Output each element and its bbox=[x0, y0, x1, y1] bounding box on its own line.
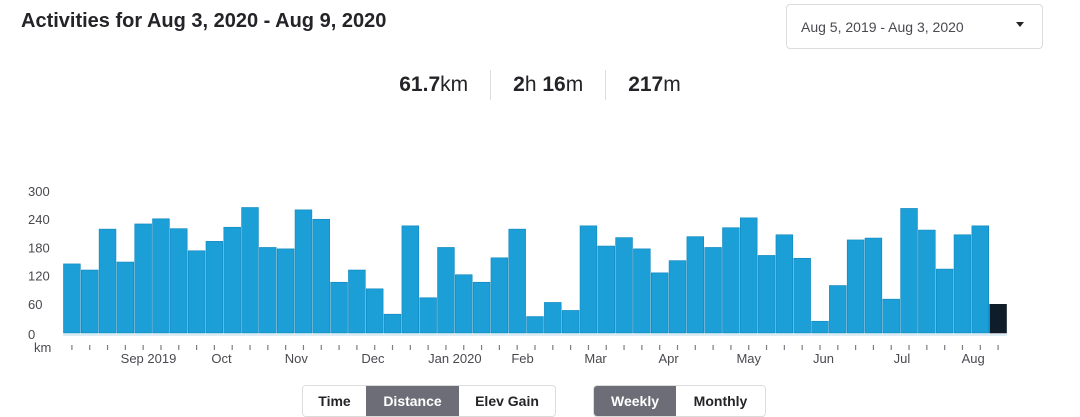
stat-distance-value: 61.7 bbox=[399, 73, 441, 96]
stat-distance-unit: km bbox=[440, 73, 469, 96]
stat-elevation-unit: m bbox=[663, 73, 681, 96]
x-month-label: Feb bbox=[511, 351, 533, 366]
bar bbox=[401, 225, 420, 334]
bar bbox=[205, 241, 224, 334]
stat-time-minutes-unit: m bbox=[565, 73, 584, 96]
stat-elevation-value: 217 bbox=[628, 73, 664, 96]
bar bbox=[740, 217, 758, 334]
bar bbox=[722, 227, 740, 334]
bar bbox=[508, 228, 526, 334]
bar bbox=[365, 288, 384, 334]
bar bbox=[170, 228, 188, 334]
bar bbox=[526, 316, 544, 334]
bar bbox=[793, 257, 811, 334]
bar bbox=[241, 207, 259, 334]
bar bbox=[330, 281, 348, 334]
metric-toggle: Time Distance Elev Gain bbox=[302, 385, 556, 417]
bar bbox=[472, 281, 491, 334]
bar bbox=[811, 320, 829, 334]
y-tick-label: 180 bbox=[28, 240, 50, 255]
bar bbox=[259, 247, 277, 334]
bar bbox=[455, 274, 473, 334]
y-tick-label: 300 bbox=[28, 184, 50, 199]
bar bbox=[81, 269, 99, 334]
bar bbox=[597, 245, 615, 334]
y-tick-label: 240 bbox=[28, 212, 50, 227]
weekly-distance-chart: 300 240 180 120 60 0km Sep 2019 Oct Nov Dec Jan 20… bbox=[28, 184, 1007, 366]
x-month-label: May bbox=[736, 351, 761, 366]
x-month-label: Dec bbox=[361, 351, 385, 366]
stat-time-hours: 2 bbox=[513, 73, 525, 96]
x-month-label: Jan 2020 bbox=[428, 351, 482, 366]
stat-time-minutes: 16 bbox=[542, 73, 566, 96]
bar bbox=[223, 226, 241, 334]
bar bbox=[650, 272, 669, 334]
bar bbox=[953, 234, 972, 334]
bar bbox=[704, 247, 722, 334]
metric-elev-gain-button[interactable]: Elev Gain bbox=[459, 386, 555, 416]
x-month-label: Jul bbox=[894, 351, 911, 366]
bar bbox=[864, 237, 883, 334]
bar bbox=[152, 218, 170, 334]
x-month-label: Nov bbox=[285, 351, 309, 366]
bar bbox=[116, 261, 135, 334]
bar bbox=[312, 218, 330, 334]
bar bbox=[775, 234, 794, 334]
bar bbox=[829, 285, 847, 334]
bar bbox=[294, 209, 313, 334]
x-month-label: Apr bbox=[658, 351, 679, 366]
bar bbox=[98, 228, 117, 334]
x-month-label: Mar bbox=[584, 351, 607, 366]
bar bbox=[63, 263, 81, 334]
date-range-value: Aug 5, 2019 - Aug 3, 2020 bbox=[801, 18, 964, 35]
bar bbox=[935, 268, 954, 334]
metric-time-button[interactable]: Time bbox=[303, 386, 366, 416]
bar bbox=[134, 223, 152, 334]
bar bbox=[918, 229, 936, 334]
bar bbox=[757, 255, 776, 334]
bar bbox=[633, 248, 651, 334]
caret-down-icon bbox=[1016, 22, 1024, 27]
stat-time-hours-unit: h bbox=[524, 73, 537, 96]
bar-selected-week bbox=[989, 304, 1007, 334]
bar bbox=[686, 236, 705, 334]
x-month-label: Aug bbox=[962, 351, 985, 366]
bar bbox=[846, 239, 865, 334]
bar bbox=[348, 269, 366, 334]
bar bbox=[419, 297, 437, 334]
y-axis-unit-label: km bbox=[34, 340, 51, 355]
bar bbox=[544, 302, 562, 334]
y-tick-label: 120 bbox=[28, 269, 50, 284]
bar bbox=[276, 248, 295, 334]
page-title: Activities for Aug 3, 2020 - Aug 9, 2020 bbox=[21, 10, 387, 32]
stat-elevation: 217m bbox=[605, 70, 703, 100]
bar bbox=[490, 257, 509, 334]
bar bbox=[882, 298, 900, 334]
bar bbox=[187, 250, 206, 334]
bar bbox=[383, 313, 402, 334]
bar bbox=[900, 208, 918, 334]
bar bbox=[561, 310, 580, 334]
y-tick-label: 0 bbox=[28, 327, 35, 342]
x-month-label: Oct bbox=[211, 351, 232, 366]
period-weekly-button[interactable]: Weekly bbox=[594, 386, 676, 416]
bar bbox=[615, 237, 633, 334]
bar bbox=[579, 225, 598, 334]
stat-time: 2h 16m bbox=[490, 70, 605, 100]
bar bbox=[437, 247, 455, 334]
x-month-label: Sep 2019 bbox=[121, 351, 177, 366]
summary-stats: 61.7km 2h 16m 217m bbox=[0, 70, 1080, 100]
period-monthly-button[interactable]: Monthly bbox=[676, 386, 765, 416]
bar bbox=[971, 225, 989, 334]
bar bbox=[668, 260, 687, 334]
metric-distance-button[interactable]: Distance bbox=[366, 386, 459, 416]
date-range-select[interactable]: Aug 5, 2019 - Aug 3, 2020 bbox=[786, 4, 1043, 49]
x-month-label: Jun bbox=[813, 351, 834, 366]
period-toggle: Weekly Monthly bbox=[593, 385, 766, 417]
y-tick-label: 60 bbox=[28, 297, 42, 312]
stat-distance: 61.7km bbox=[377, 70, 490, 100]
